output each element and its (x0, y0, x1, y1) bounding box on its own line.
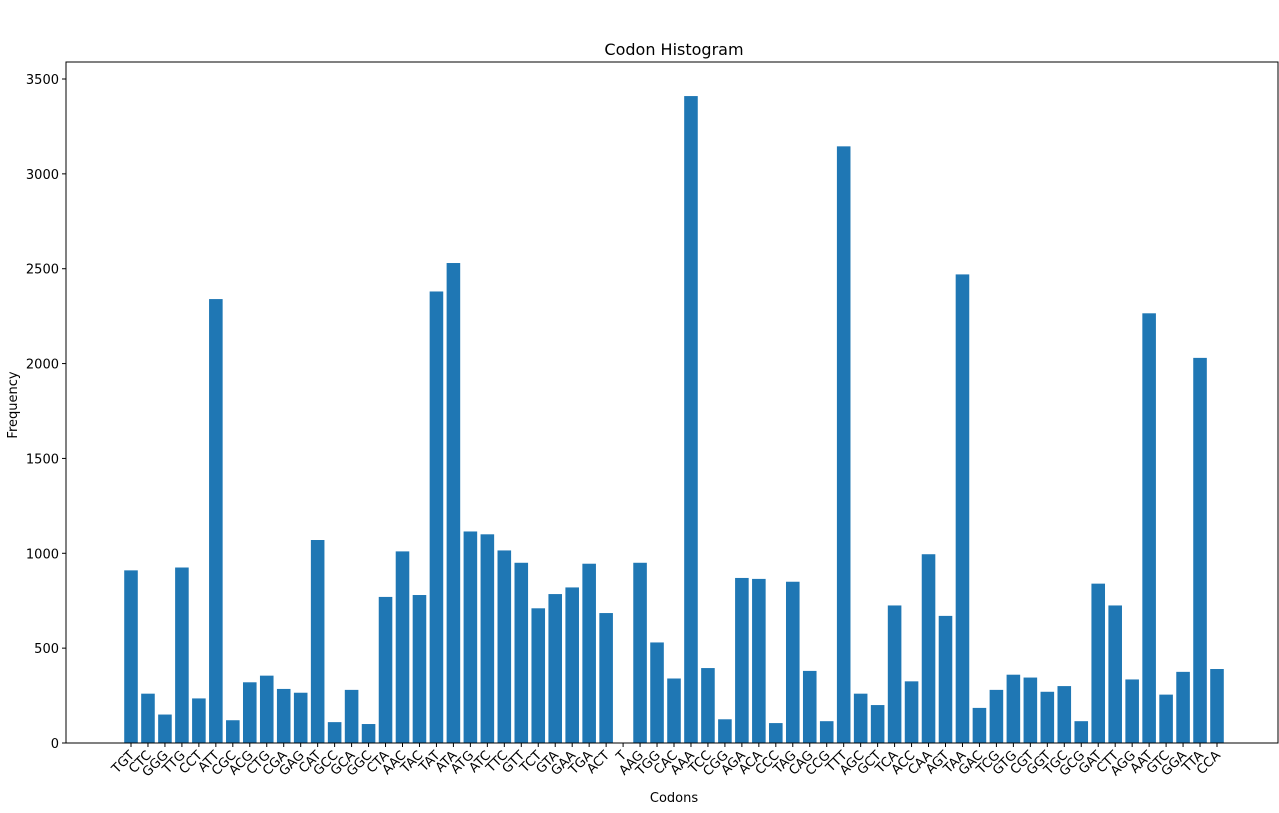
y-tick-label: 0 (51, 737, 59, 752)
bar-ttt (836, 146, 851, 744)
bar-gac (972, 707, 987, 743)
bar-cct (192, 698, 206, 743)
y-axis-title: Frequency (6, 371, 21, 438)
bar-ggc (361, 724, 376, 743)
bar-agt (938, 615, 953, 743)
x-axis: TGTCTCGGGTTGCCTATTCGCACGCTGCGAGAGCATGCCG… (108, 743, 1224, 780)
bar-gat (1091, 583, 1106, 743)
bar-cag (802, 670, 817, 743)
bar-cgg (718, 719, 732, 743)
y-axis: 0 500 1000 1500 2000 2500 3000 3500 (26, 73, 66, 752)
bar-cga (276, 688, 291, 743)
bar-acc (904, 681, 919, 743)
y-tick-label: 1000 (26, 547, 59, 562)
bar-cac (667, 678, 681, 743)
y-tick-label: 2500 (26, 263, 59, 278)
bar-acg (242, 682, 257, 743)
bar-taa (955, 274, 970, 743)
bar-tgg (650, 642, 664, 743)
bar-tct (531, 608, 546, 743)
bar-gcg (1074, 721, 1089, 743)
bar-aag (633, 562, 647, 743)
bar-caa (921, 554, 936, 743)
bar-tcc (701, 668, 715, 743)
bar-agg (1125, 679, 1139, 743)
bar-ctg (259, 675, 274, 743)
bar-ctt (1108, 605, 1122, 743)
bar-ttg (175, 567, 189, 743)
bar-gag (293, 692, 308, 743)
bar-aat (1142, 313, 1156, 743)
bar-aga (735, 577, 749, 743)
bar-tca (887, 605, 902, 743)
x-axis-title: Codons (650, 791, 698, 806)
bar-ata (446, 263, 461, 743)
bar-ccc (769, 723, 783, 743)
bar-cta (378, 596, 393, 743)
bar-ccg (819, 721, 834, 743)
y-tick-label: 3000 (26, 168, 59, 183)
bar-gtg (1006, 674, 1021, 743)
bar-tag (785, 581, 800, 743)
y-tick-label: 3500 (26, 73, 59, 88)
bars-group (124, 96, 1224, 744)
bar-aac (395, 551, 410, 743)
bar-gaa (565, 587, 579, 743)
bar-tgc (1057, 686, 1072, 743)
y-tick-label: 2000 (26, 358, 59, 373)
bar-gcc (327, 722, 342, 743)
chart-title: Codon Histogram (604, 40, 743, 59)
bar-act (599, 613, 613, 743)
bar-gtc (1159, 694, 1173, 743)
bar-cat (310, 540, 325, 743)
bar-aca (752, 578, 766, 743)
plot-frame (65, 61, 1279, 744)
bar-tac (412, 595, 427, 743)
bar-ttc (497, 550, 512, 743)
bar-tga (582, 563, 596, 743)
bar-tta (1193, 357, 1207, 743)
bar-atc (480, 534, 495, 743)
y-tick-label: 1500 (26, 452, 59, 467)
bar-gta (548, 594, 563, 743)
bar-att (209, 299, 223, 743)
bar-gca (344, 689, 359, 743)
bar-gtt (514, 562, 529, 743)
bar-aaa (684, 96, 698, 743)
bar-atg (463, 531, 478, 743)
bar-gct (870, 705, 885, 743)
y-tick-label: 500 (34, 642, 59, 657)
bar-ggg (158, 714, 172, 743)
bar-tat (429, 291, 444, 743)
bar-cgt (1023, 677, 1038, 743)
bar-gga (1176, 671, 1190, 743)
bar-ctc (141, 693, 155, 743)
bar-tcg (989, 689, 1004, 743)
bar-cca (1210, 669, 1224, 743)
bar-cgc (226, 720, 240, 743)
bar-ggt (1040, 691, 1055, 743)
bar-agc (853, 693, 868, 743)
bar-tgt (124, 570, 138, 743)
